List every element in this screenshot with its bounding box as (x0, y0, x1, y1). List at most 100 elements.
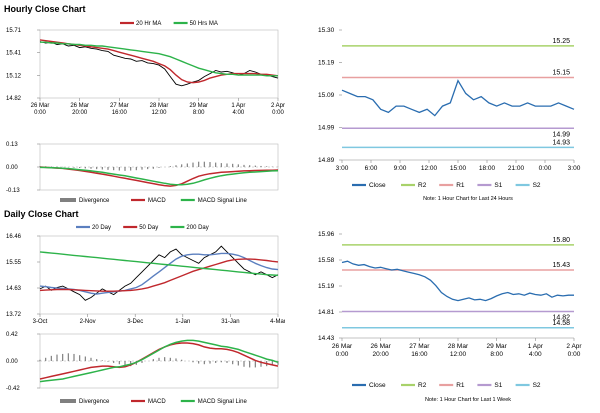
hourly-macd-chart: 0.13 0.00 -0.13 Divergence MACD MACD Signal L… (0, 128, 285, 208)
y-tick-label: 15.71 (6, 28, 22, 34)
series-line-50-day (39, 258, 279, 292)
chart-note: Note: 1 Hour Chart for Last 24 Hours (423, 196, 513, 202)
legend-label-r1: R1 (456, 382, 465, 389)
x-tick-label: 12:00 (421, 165, 438, 172)
series-line-50-hrs-ma (40, 41, 278, 77)
level-label-r1: 15.43 (552, 262, 570, 269)
level-label-s1: 14.99 (552, 131, 570, 138)
daily-macd-chart: 0.42 0.00 -0.42 Divergence MACD MACD Signal L… (0, 330, 285, 410)
x-tick-label: 1 Apr (231, 103, 245, 109)
legend-label-divergence: Divergence (79, 198, 110, 204)
level-label-s1: 14.82 (552, 314, 570, 321)
x-tick-label: 1 Apr (528, 343, 544, 350)
y-tick-label: 16.46 (6, 234, 22, 240)
level-label-s2: 14.93 (552, 139, 570, 146)
y-tick-label: 13.72 (6, 312, 22, 318)
x-tick-label: 27 Mar (409, 343, 430, 350)
y-tick-label: 14.63 (6, 286, 22, 292)
y-tick-label: 0.00 (6, 359, 18, 365)
y-tick-label: 14.82 (6, 96, 22, 102)
x-tick-label: 21:00 (508, 165, 525, 172)
y-tick-label: 15.30 (318, 27, 335, 34)
x-tick-label: 9:00 (394, 165, 407, 172)
legend-label-s1: S1 (494, 182, 502, 189)
x-tick-label: 20:00 (72, 110, 88, 116)
daily-pivot-chart: 15.96 15.58 15.19 14.81 14.43 26 Mar 0:00 26 Ma… (300, 226, 600, 410)
x-tick-label: 3-Oct (33, 319, 48, 325)
x-tick-label: 29 Mar (189, 103, 208, 109)
y-tick-label: 15.09 (318, 92, 335, 99)
y-tick-label: 14.81 (318, 309, 335, 316)
x-tick-label: 12:00 (450, 351, 467, 358)
level-label-s2: 14.58 (552, 320, 570, 327)
y-tick-label: 14.43 (318, 335, 335, 342)
legend-label-200-day: 200 Day (186, 225, 208, 231)
series-line-macd-signal-line (39, 339, 279, 383)
series-line-close (341, 79, 575, 117)
x-tick-label: 4:00 (232, 110, 244, 116)
y-tick-label: 15.58 (318, 257, 335, 264)
x-tick-label: 18:00 (479, 165, 496, 172)
x-tick-label: 20:00 (373, 351, 390, 358)
y-tick-label: 14.99 (318, 125, 335, 132)
legend-label-r2: R2 (418, 182, 427, 189)
x-tick-label: 26 Mar (332, 343, 353, 350)
series-line-macd-signal-line (39, 166, 279, 186)
y-tick-label: 15.12 (6, 73, 22, 79)
daily-price-chart: 16.46 15.55 14.63 13.72 3-Oct 2-Nov 3-Dec 1-Jan… (0, 222, 285, 328)
legend-label-r2: R2 (418, 382, 427, 389)
y-tick-label: -0.42 (6, 386, 20, 392)
chart-note: Note: 1 Hour Chart for Last 1 Week (425, 397, 511, 403)
x-tick-label: 27 Mar (110, 103, 129, 109)
x-tick-label: 16:00 (411, 351, 428, 358)
legend-label-s2: S2 (533, 182, 541, 189)
x-tick-label: 6:00 (365, 165, 378, 172)
x-tick-label: 0:00 (34, 110, 46, 116)
x-tick-label: 3:00 (336, 165, 349, 172)
series-line-close (341, 260, 574, 302)
x-tick-label: 26 Mar (31, 103, 50, 109)
x-tick-label: 4-Mar (270, 319, 285, 325)
x-tick-label: 26 Mar (371, 343, 392, 350)
y-tick-label: 0.00 (6, 165, 18, 171)
legend-label-50-day: 50 Day (139, 225, 158, 231)
legend-label-close: Close (369, 382, 386, 389)
legend-label-macd: MACD (148, 399, 166, 405)
x-tick-label: 2 Apr (271, 103, 285, 109)
x-tick-label: 4:00 (529, 351, 542, 358)
legend-label-r1: R1 (456, 182, 465, 189)
plot-frame (39, 235, 279, 315)
x-tick-label: 0:00 (539, 165, 552, 172)
x-tick-label: 2 Apr (566, 343, 582, 350)
x-tick-label: 0:00 (336, 351, 349, 358)
legend-label-close: Close (369, 182, 386, 189)
x-tick-label: 3:00 (568, 165, 581, 172)
y-tick-label: -0.13 (6, 188, 20, 194)
series-line-close (39, 245, 279, 301)
y-tick-label: 15.19 (318, 60, 335, 67)
legend-swatch-divergence (60, 198, 76, 202)
level-label-r1: 15.15 (552, 70, 570, 77)
x-tick-label: 8:00 (193, 110, 205, 116)
x-tick-label: 26 Mar (70, 103, 89, 109)
legend-label-divergence: Divergence (79, 399, 110, 405)
x-tick-label: 16:00 (112, 110, 128, 116)
legend-label-50-hrs-ma: 50 Hrs MA (190, 21, 218, 27)
x-tick-label: 12:00 (151, 110, 167, 116)
legend-label-macd-signal-line: MACD Signal Line (198, 399, 248, 405)
legend-label-macd-signal-line: MACD Signal Line (198, 198, 248, 204)
legend-label-s1: S1 (494, 382, 502, 389)
y-tick-label: 15.55 (6, 260, 22, 266)
x-tick-label: 28 Mar (150, 103, 169, 109)
legend-label-20-hr-ma: 20 Hr MA (136, 21, 161, 27)
x-tick-label: 1-Jan (175, 319, 190, 325)
hourly-price-chart: 15.71 15.41 15.12 14.82 26 Mar 0:00 26 Mar 20:0… (0, 18, 285, 126)
legend-label-s2: S2 (533, 382, 541, 389)
x-tick-label: 0:00 (272, 110, 284, 116)
x-tick-label: 0:00 (568, 351, 581, 358)
y-tick-label: 15.41 (6, 51, 22, 57)
series-line-20-hr-ma (39, 39, 279, 84)
x-tick-label: 2-Nov (80, 319, 96, 325)
x-tick-label: 29 Mar (487, 343, 508, 350)
series-line-macd (39, 166, 279, 187)
